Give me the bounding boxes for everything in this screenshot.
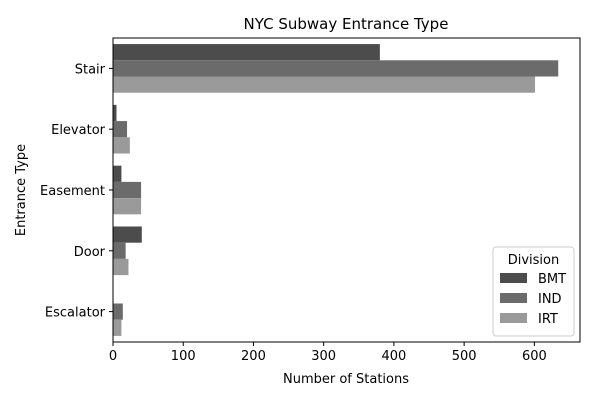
x-axis-label: Number of Stations xyxy=(283,372,409,387)
bar-irt-door xyxy=(113,258,129,276)
x-axis-ticks: 0 100 200 300 400 500 600 xyxy=(109,342,547,364)
legend: Division BMT IND IRT xyxy=(492,246,575,337)
x-tick-label: 300 xyxy=(311,349,336,364)
legend-swatch-irt xyxy=(500,313,527,323)
legend-label-irt: IRT xyxy=(538,312,558,327)
x-tick-label: 100 xyxy=(171,349,196,364)
bar-ind-elevator xyxy=(113,121,128,138)
bar-ind-stair xyxy=(113,60,559,77)
y-tick-label: Door xyxy=(74,245,106,260)
bar-irt-escalator xyxy=(113,319,122,336)
bars xyxy=(113,44,559,336)
legend-swatch-bmt xyxy=(500,273,527,283)
chart-title: NYC Subway Entrance Type xyxy=(244,15,449,33)
x-tick-label: 500 xyxy=(452,349,477,364)
y-axis-ticks: Stair Elevator Easement Door Escalator xyxy=(40,62,113,321)
y-tick-label: Stair xyxy=(75,62,106,77)
y-tick-label: Elevator xyxy=(51,123,106,138)
legend-label-ind: IND xyxy=(538,292,562,307)
bar-ind-escalator xyxy=(113,303,123,320)
y-tick-label: Escalator xyxy=(45,306,106,321)
bar-bmt-stair xyxy=(113,44,380,61)
bar-bmt-easement xyxy=(113,165,122,182)
x-tick-label: 200 xyxy=(241,349,266,364)
bar-ind-door xyxy=(113,242,126,259)
y-tick-label: Easement xyxy=(40,184,105,199)
x-tick-label: 600 xyxy=(522,349,547,364)
bar-irt-elevator xyxy=(113,137,130,154)
bar-ind-easement xyxy=(113,181,142,199)
legend-swatch-ind xyxy=(500,293,527,303)
legend-label-bmt: BMT xyxy=(538,272,566,287)
bar-bmt-door xyxy=(113,226,142,243)
x-tick-label: 0 xyxy=(109,349,117,364)
x-tick-label: 400 xyxy=(381,349,406,364)
legend-title: Division xyxy=(508,253,560,268)
bar-irt-easement xyxy=(113,198,142,215)
bar-bmt-elevator xyxy=(113,104,117,122)
bar-irt-stair xyxy=(113,76,536,93)
y-axis-label: Entrance Type xyxy=(14,144,29,236)
